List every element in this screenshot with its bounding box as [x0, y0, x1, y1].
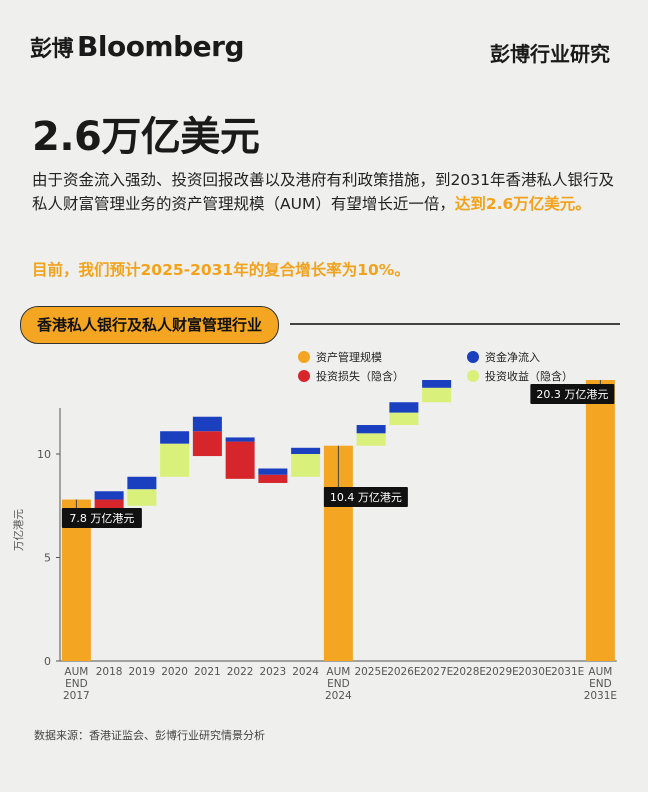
inflow-segment	[258, 468, 288, 475]
y-tick-label: 10	[37, 448, 51, 461]
legend-gain-label: 投资收益（隐含）	[485, 370, 573, 383]
x-tick-label: 2022	[227, 666, 254, 678]
callout-label: 20.3 万亿港元	[536, 388, 608, 401]
callout-label: 7.8 万亿港元	[69, 512, 134, 525]
x-tick-label: 2029E	[485, 666, 518, 678]
brand-en: Bloomberg	[77, 30, 244, 63]
gain-segment	[389, 412, 419, 426]
gain-segment	[160, 443, 190, 477]
legend-inflow-label: 资金净流入	[485, 351, 540, 364]
loss-segment	[225, 441, 255, 479]
x-tick-label: 2024	[325, 690, 352, 702]
x-tick-label: AUM	[64, 666, 88, 678]
legend-loss-swatch	[298, 370, 310, 382]
legend-gain-swatch	[467, 370, 479, 382]
callout-box	[323, 487, 408, 507]
legend-loss: 投资损失（隐含）	[298, 370, 404, 384]
x-tick-label: AUM	[588, 666, 612, 678]
inflow-segment	[225, 437, 255, 442]
aum-waterfall-chart: 05101520万亿港元AUMEND2017201820192020202120…	[12, 380, 617, 702]
inflow-segment	[389, 402, 419, 413]
legend-gain: 投资收益（隐含）	[467, 370, 573, 384]
legend-loss-label: 投资损失（隐含）	[316, 370, 404, 383]
research-title: 彭博行业研究	[490, 42, 610, 66]
inflow-segment	[94, 491, 124, 500]
gain-segment	[291, 454, 321, 477]
inflow-segment	[422, 380, 452, 388]
loss-segment	[258, 474, 288, 483]
x-tick-label: END	[589, 678, 612, 690]
x-tick-label: 2021	[194, 666, 221, 678]
inflow-segment	[160, 431, 190, 444]
cagr-subline: 目前，我们预计2025-2031年的复合增长率为10%。	[32, 261, 410, 279]
x-tick-label: END	[327, 678, 350, 690]
y-axis-label: 万亿港元	[12, 509, 25, 551]
gain-segment	[356, 433, 386, 446]
intro-text: 由于资金流入强劲、投资回报改善以及港府有利政策措施，到2031年香港私人银行及私…	[32, 171, 614, 213]
y-tick-label: 0	[44, 655, 51, 668]
headline: 2.6万亿美元	[32, 114, 260, 160]
section-divider	[290, 323, 620, 325]
x-tick-label: 2023	[260, 666, 287, 678]
x-tick-label: 2030E	[518, 666, 551, 678]
brand-cn: 彭博	[30, 37, 74, 62]
inflow-segment	[291, 447, 321, 454]
x-tick-label: 2031E	[551, 666, 584, 678]
x-tick-label: 2031E	[584, 690, 617, 702]
y-tick-label: 5	[44, 552, 51, 565]
x-tick-label: 2026E	[387, 666, 420, 678]
x-tick-label: AUM	[326, 666, 350, 678]
x-tick-label: 2020	[161, 666, 188, 678]
legend-aum-label: 资产管理规模	[316, 351, 382, 364]
inflow-segment	[356, 425, 386, 434]
intro-highlight: 达到2.6万亿美元。	[454, 195, 591, 213]
legend-aum: 资产管理规模	[298, 351, 382, 365]
loss-segment	[192, 431, 222, 457]
x-tick-label: 2017	[63, 690, 90, 702]
x-tick-label: 2028E	[453, 666, 486, 678]
legend-inflow-swatch	[467, 351, 479, 363]
aum-bar	[585, 380, 615, 662]
x-tick-label: 2018	[96, 666, 123, 678]
callout-box	[61, 508, 142, 528]
inflow-segment	[192, 416, 222, 432]
x-tick-label: 2027E	[420, 666, 453, 678]
gain-segment	[127, 489, 157, 506]
x-tick-label: 2024	[292, 666, 319, 678]
legend-inflow: 资金净流入	[467, 351, 540, 365]
intro-paragraph: 由于资金流入强劲、投资回报改善以及港府有利政策措施，到2031年香港私人银行及私…	[32, 168, 622, 216]
callout-box	[530, 384, 615, 404]
section-label: 香港私人银行及私人财富管理行业	[20, 306, 280, 344]
legend-aum-swatch	[298, 351, 310, 363]
gain-segment	[422, 387, 452, 403]
x-tick-label: END	[65, 678, 88, 690]
source-note: 数据来源：香港证监会、彭博行业研究情景分析	[34, 729, 265, 742]
inflow-segment	[127, 476, 157, 490]
x-tick-label: 2019	[129, 666, 156, 678]
x-tick-label: 2025E	[354, 666, 387, 678]
brand-logo: 彭博 Bloomberg	[30, 30, 244, 63]
callout-label: 10.4 万亿港元	[330, 491, 402, 504]
